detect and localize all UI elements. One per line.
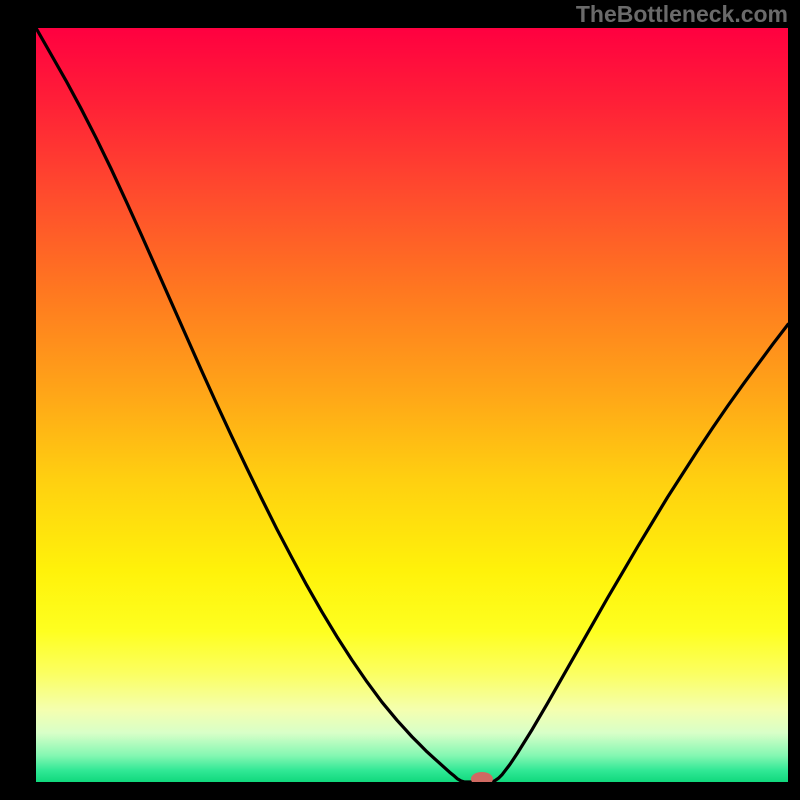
plot-area (36, 28, 788, 782)
chart-svg (36, 28, 788, 782)
gradient-background (36, 28, 788, 782)
watermark-label: TheBottleneck.com (576, 1, 788, 28)
chart-frame: TheBottleneck.com (0, 0, 800, 800)
